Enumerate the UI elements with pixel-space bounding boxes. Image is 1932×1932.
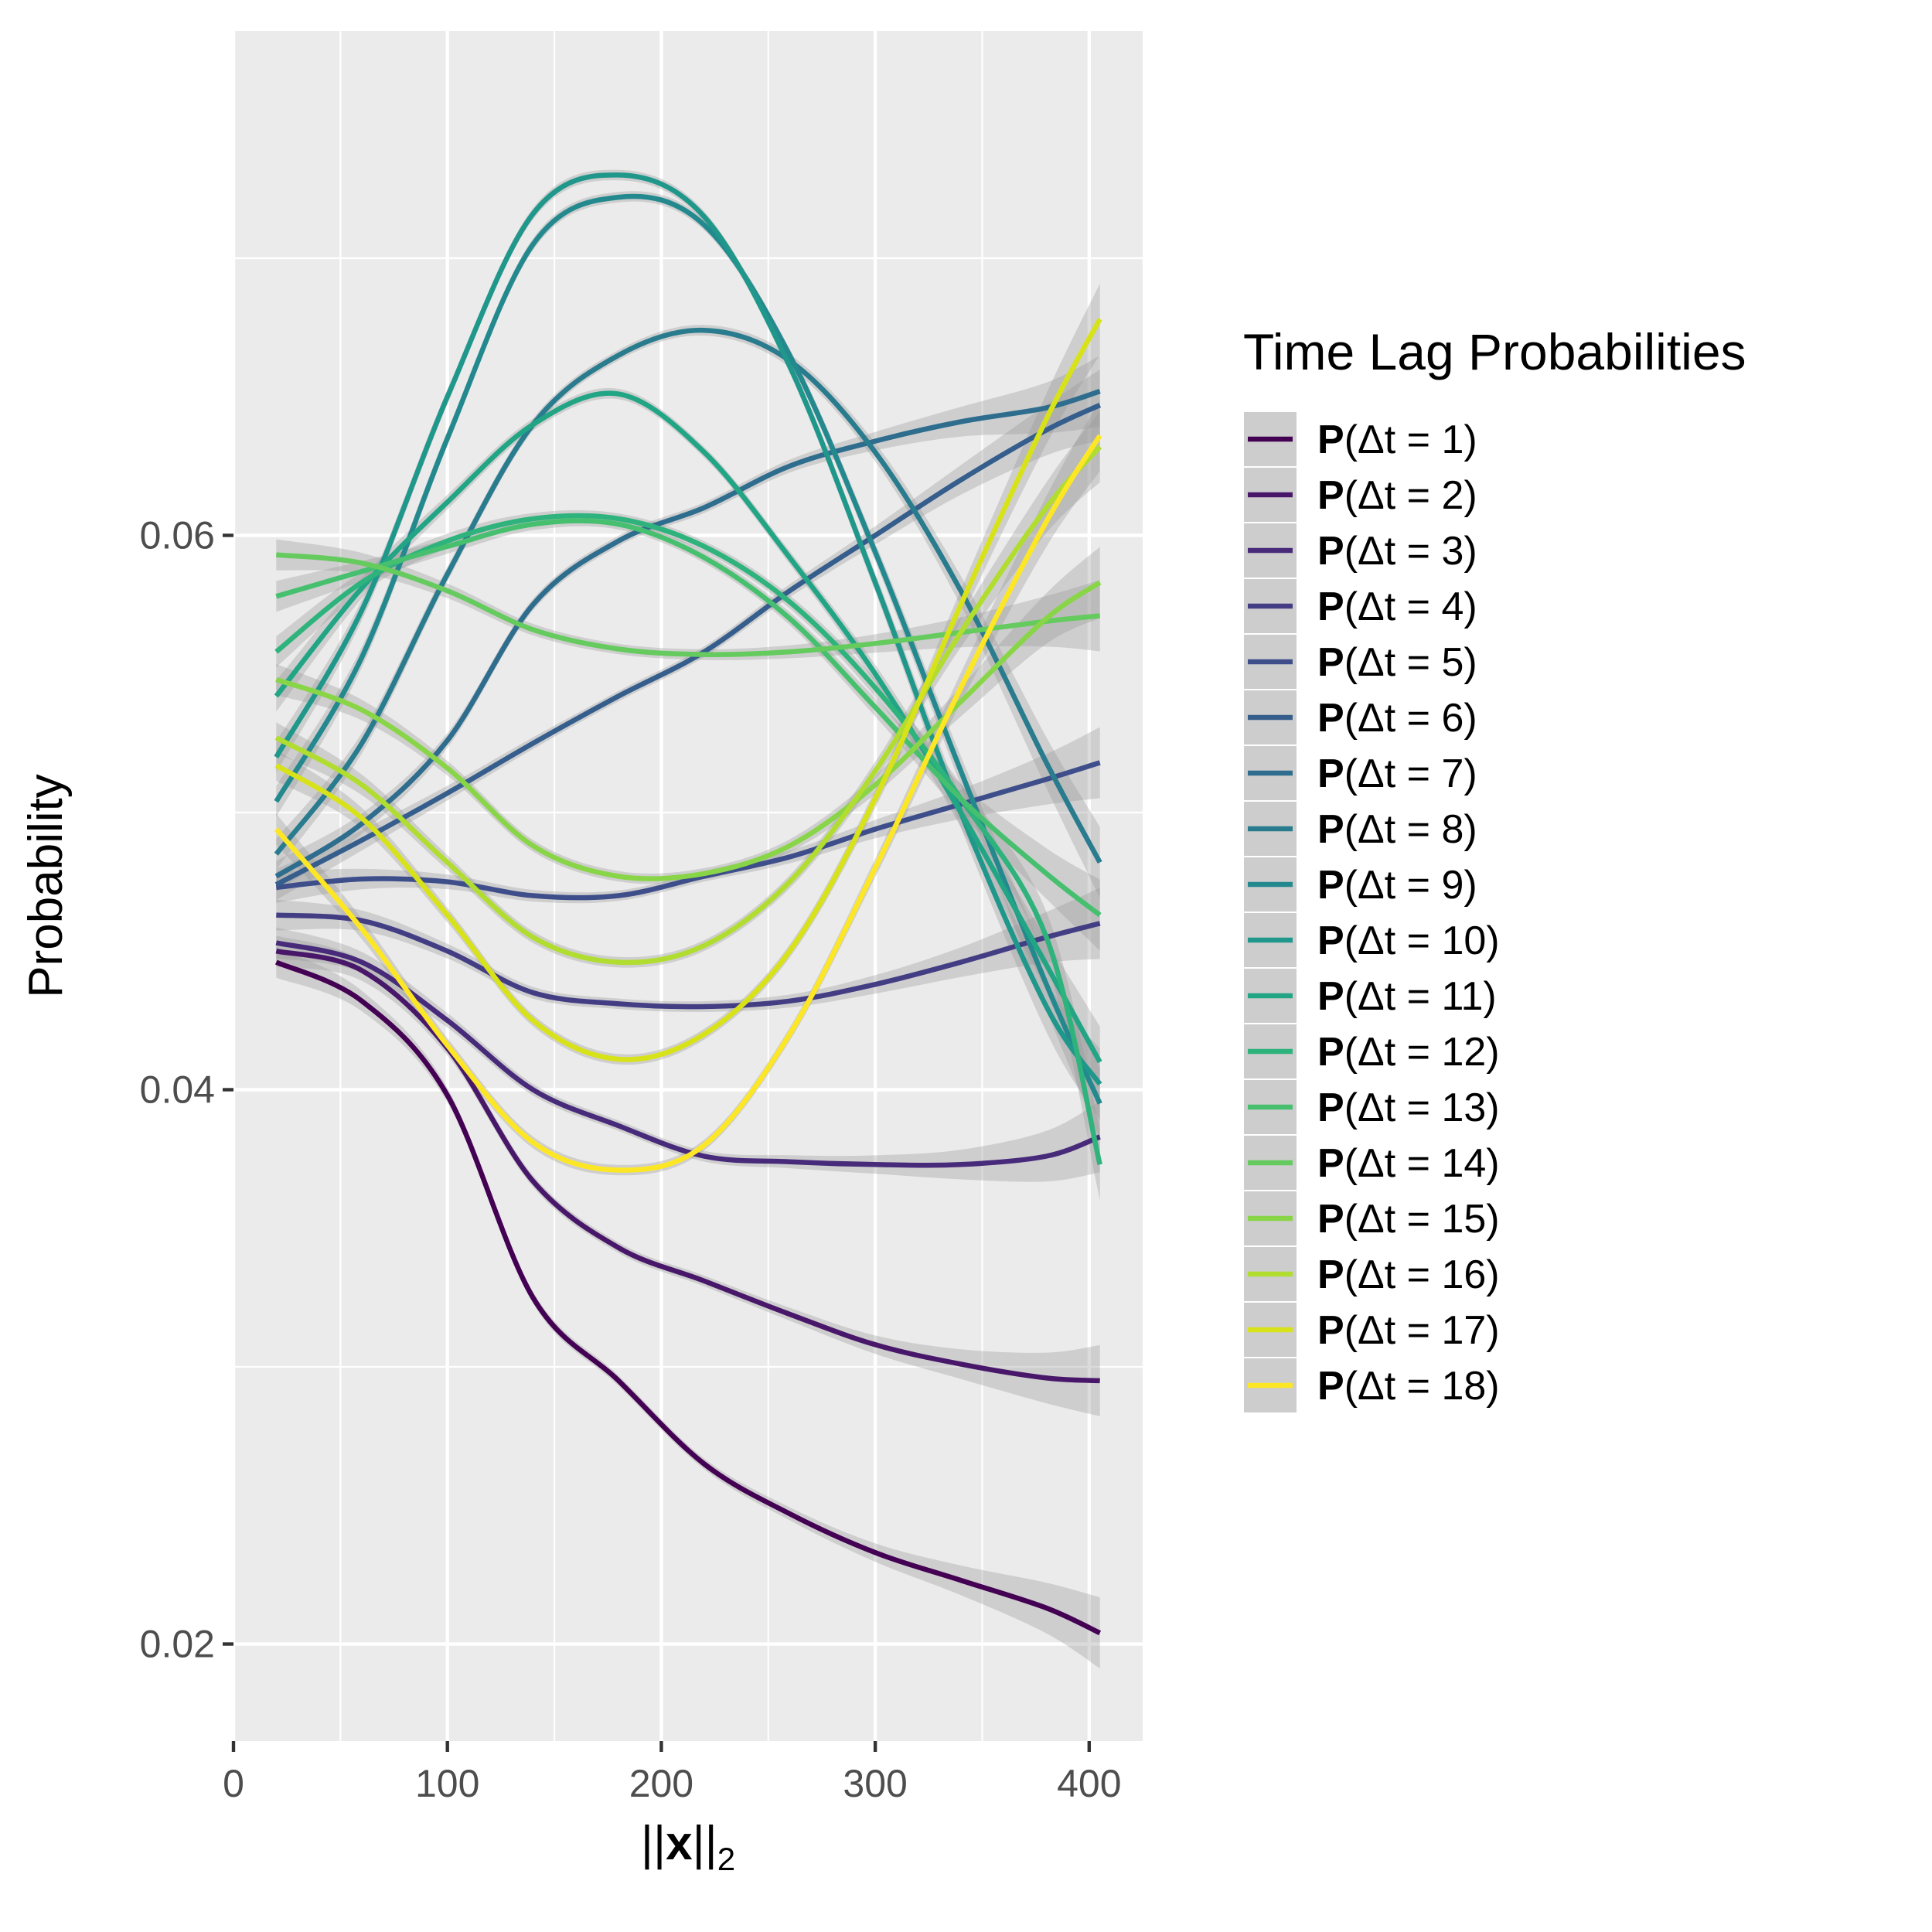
minor-gridlines [233, 31, 1143, 1741]
series-line-16 [274, 445, 1102, 966]
axes: 0 100 200 300 400 0.02 0.04 0.06 [140, 513, 1122, 1805]
legend-label-17: P(Δt = 17) [1317, 1308, 1500, 1353]
x-tick-label: 300 [843, 1762, 907, 1805]
y-tick-label: 0.06 [140, 513, 215, 557]
series-line-14 [275, 552, 1101, 657]
legend-label-2: P(Δt = 2) [1317, 473, 1477, 518]
legend-label-18: P(Δt = 18) [1317, 1364, 1500, 1409]
x-tick-label: 100 [415, 1762, 479, 1805]
legend-label-10: P(Δt = 10) [1317, 918, 1500, 963]
series-line-8 [274, 327, 1102, 864]
legend-title: Time Lag Probabilities [1243, 323, 1746, 380]
confidence-band-3 [276, 927, 1100, 1182]
legend-label-1: P(Δt = 1) [1317, 417, 1477, 462]
y-tick-label: 0.02 [140, 1623, 215, 1666]
series-line-15 [275, 580, 1102, 881]
confidence-band-6 [276, 370, 1100, 901]
y-tick-label: 0.04 [140, 1068, 215, 1112]
series-line-10 [274, 172, 1102, 1086]
x-tick-label: 200 [629, 1762, 693, 1805]
legend-label-13: P(Δt = 13) [1317, 1085, 1500, 1130]
legend-label-8: P(Δt = 8) [1317, 807, 1477, 852]
series-line-4 [276, 912, 1101, 1010]
confidence-band-7 [276, 356, 1100, 892]
series-lines [274, 172, 1102, 1636]
legend-label-11: P(Δt = 11) [1317, 974, 1497, 1019]
legend-label-9: P(Δt = 9) [1317, 863, 1477, 908]
series-line-1 [274, 959, 1102, 1636]
x-axis-title: ||x||2 [641, 1817, 735, 1877]
series-line-17 [274, 318, 1102, 1062]
legend-label-7: P(Δt = 7) [1317, 751, 1477, 796]
series-line-13 [275, 518, 1102, 918]
legend-label-15: P(Δt = 15) [1317, 1197, 1500, 1242]
legend-label-5: P(Δt = 5) [1317, 640, 1477, 685]
legend-label-3: P(Δt = 3) [1317, 529, 1477, 574]
series-line-7 [274, 388, 1101, 879]
legend-label-4: P(Δt = 4) [1317, 584, 1477, 629]
legend: Time Lag Probabilities P(Δt = 1) P(Δt = 2… [1242, 323, 1746, 1414]
confidence-band-2 [276, 935, 1100, 1416]
y-axis-title: Probability [19, 774, 73, 997]
series-line-18 [274, 434, 1102, 1173]
major-gridlines [231, 31, 1143, 1741]
x-tick-label: 0 [223, 1762, 244, 1805]
legend-label-14: P(Δt = 14) [1317, 1141, 1500, 1186]
legend-label-12: P(Δt = 12) [1317, 1030, 1500, 1075]
legend-label-6: P(Δt = 6) [1317, 696, 1477, 741]
series-line-2 [275, 949, 1100, 1384]
series-line-12 [274, 513, 1102, 1166]
series-line-11 [274, 390, 1102, 1064]
confidence-band-5 [276, 727, 1100, 904]
x-tick-label: 400 [1057, 1762, 1121, 1805]
confidence-band-12 [276, 509, 1100, 1201]
legend-label-16: P(Δt = 16) [1317, 1252, 1500, 1297]
